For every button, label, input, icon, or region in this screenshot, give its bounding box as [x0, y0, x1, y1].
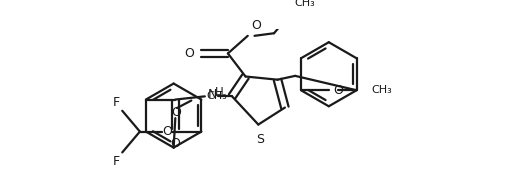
Text: CH₃: CH₃: [294, 0, 315, 8]
Text: H: H: [215, 87, 224, 100]
Text: O: O: [333, 84, 344, 97]
Text: O: O: [251, 19, 261, 32]
Text: N: N: [208, 88, 217, 101]
Text: F: F: [113, 96, 120, 109]
Text: CH₃: CH₃: [372, 85, 392, 95]
Text: O: O: [170, 137, 180, 150]
Text: O: O: [162, 125, 172, 138]
Text: O: O: [184, 47, 194, 60]
Text: CH₃: CH₃: [207, 91, 227, 101]
Text: O: O: [171, 106, 181, 119]
Text: S: S: [256, 133, 264, 146]
Text: F: F: [113, 155, 120, 168]
